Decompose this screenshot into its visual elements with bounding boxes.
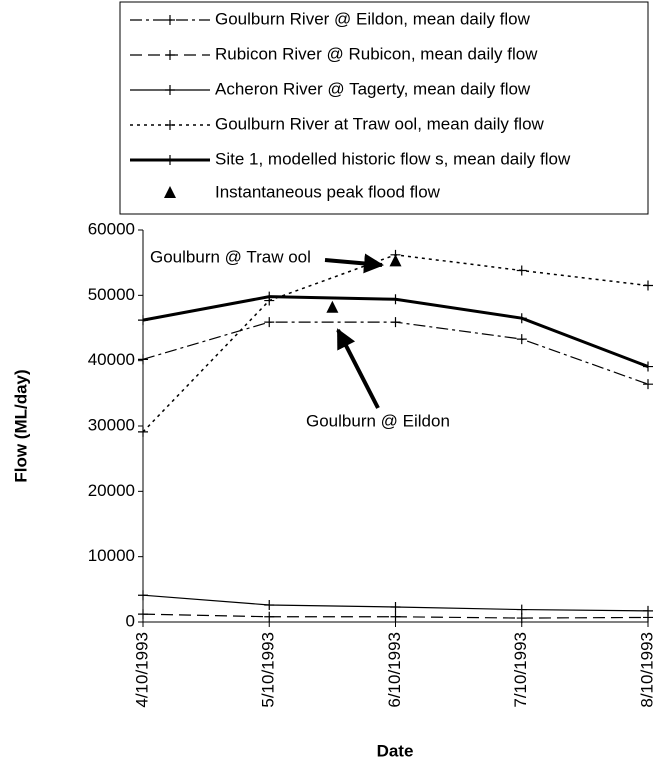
legend-label: Rubicon River @ Rubicon, mean daily flow	[215, 44, 538, 63]
point-marker	[264, 291, 275, 302]
y-tick-label: 0	[126, 611, 135, 630]
y-axis-title: Flow (ML/day)	[11, 369, 30, 482]
point-marker	[138, 315, 148, 326]
annotation-arrow	[324, 253, 384, 274]
series-line	[142, 295, 649, 368]
point-marker	[516, 604, 527, 615]
point-marker	[516, 334, 527, 345]
legend-label: Instantaneous peak flood flow	[215, 182, 441, 201]
point-marker	[264, 317, 275, 328]
legend-label: Site 1, modelled historic flow s, mean d…	[215, 149, 571, 168]
legend-box	[119, 1, 649, 215]
legend-marker	[165, 120, 175, 130]
point-marker	[516, 313, 527, 324]
y-tick-label: 50000	[88, 285, 135, 304]
legend-label: Acheron River @ Tagerty, mean daily flow	[215, 79, 531, 98]
legend-marker	[165, 155, 175, 165]
point-marker	[516, 613, 527, 624]
annotation-arrow	[336, 328, 380, 409]
annotation: Goulburn @ Traw ool	[150, 247, 311, 266]
legend-marker	[165, 50, 175, 60]
y-tick-label: 10000	[88, 546, 135, 565]
point-marker	[390, 317, 401, 328]
y-tick-label: 30000	[88, 415, 135, 434]
point-marker	[390, 611, 401, 622]
point-marker	[264, 611, 275, 622]
point-marker	[643, 379, 653, 390]
legend-marker	[165, 85, 175, 95]
point-marker	[138, 590, 148, 601]
x-tick-label: 4/10/1993	[132, 632, 151, 708]
legend-label: Goulburn River @ Eildon, mean daily flow	[215, 9, 531, 28]
point-marker	[516, 265, 527, 276]
annotation: Goulburn @ Eildon	[306, 411, 450, 430]
x-axis-title: Date	[377, 741, 414, 760]
peak-marker	[389, 254, 402, 267]
point-marker	[138, 354, 148, 365]
point-marker	[138, 609, 148, 620]
y-tick-label: 40000	[88, 350, 135, 369]
series-line	[142, 254, 649, 433]
point-marker	[390, 601, 401, 612]
y-tick-label: 60000	[88, 219, 135, 238]
point-marker	[643, 605, 653, 616]
legend-marker	[165, 15, 175, 25]
point-marker	[390, 294, 401, 305]
point-marker	[643, 280, 653, 291]
peak-marker	[326, 300, 339, 313]
x-tick-label: 6/10/1993	[385, 632, 404, 708]
point-marker	[138, 426, 148, 437]
y-tick-label: 20000	[88, 481, 135, 500]
legend-marker	[164, 186, 176, 198]
series-line	[142, 321, 649, 385]
x-tick-label: 7/10/1993	[511, 632, 530, 708]
point-marker	[643, 361, 653, 372]
point-marker	[264, 600, 275, 611]
x-tick-label: 5/10/1993	[259, 632, 278, 708]
legend-label: Goulburn River at Traw ool, mean daily f…	[215, 114, 545, 133]
x-tick-label: 8/10/1993	[637, 632, 653, 708]
